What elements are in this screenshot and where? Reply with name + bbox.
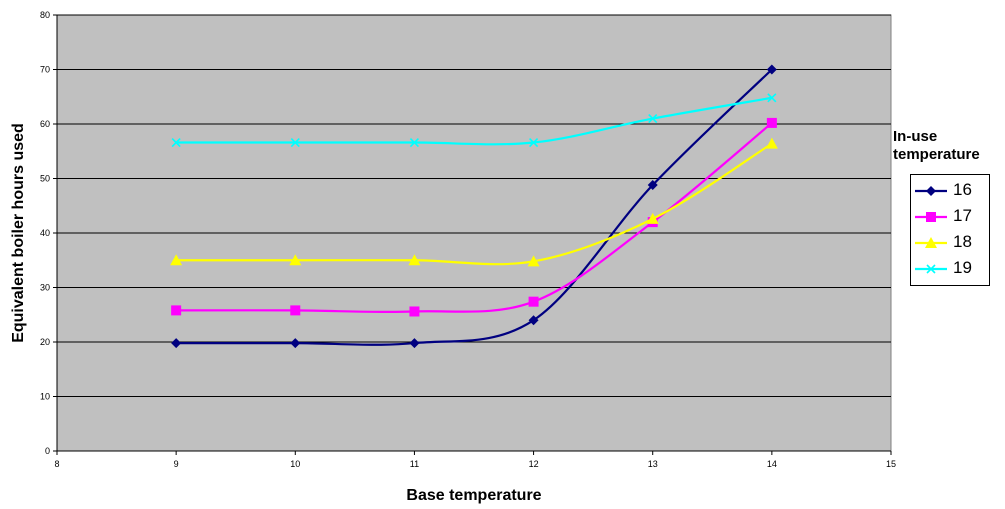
y-tick-label: 50 xyxy=(40,174,50,184)
x-axis-title: Base temperature xyxy=(406,487,541,504)
x-tick-label: 9 xyxy=(174,459,179,469)
legend-title: In-use temperature xyxy=(893,128,1005,164)
y-axis-title: Equivalent boiler hours used xyxy=(10,123,27,343)
data-point xyxy=(527,255,540,267)
y-tick-label: 80 xyxy=(40,10,50,20)
data-point xyxy=(290,137,300,148)
data-point xyxy=(766,117,777,128)
series-line xyxy=(176,96,773,146)
x-tick-label: 14 xyxy=(767,459,777,469)
y-tick-label: 70 xyxy=(40,65,50,75)
data-point xyxy=(409,338,420,349)
legend: 16 17 18 19 xyxy=(910,174,990,286)
data-point xyxy=(170,254,183,266)
y-tick-label: 0 xyxy=(45,446,50,456)
data-point xyxy=(289,254,302,266)
legend-marker xyxy=(925,237,937,248)
x-tick-label: 8 xyxy=(54,459,59,469)
y-tick-label: 30 xyxy=(40,283,50,293)
data-point xyxy=(408,254,421,266)
series-line xyxy=(176,142,773,266)
x-tick-label: 11 xyxy=(410,459,419,469)
data-point xyxy=(648,113,658,124)
data-point xyxy=(171,305,182,316)
legend-marker xyxy=(926,212,936,222)
legend-label: 18 xyxy=(953,232,972,251)
data-point xyxy=(171,338,182,349)
data-point xyxy=(647,180,658,191)
legend-label: 16 xyxy=(953,180,972,199)
data-point xyxy=(171,137,181,148)
legend-marker xyxy=(926,186,936,196)
legend-item-16: 16 xyxy=(913,179,989,203)
x-tick-label: 15 xyxy=(886,459,896,469)
data-point xyxy=(766,64,777,75)
y-tick-label: 10 xyxy=(40,392,50,402)
data-point xyxy=(409,137,419,148)
legend-swatch xyxy=(915,264,947,274)
data-point xyxy=(528,296,539,307)
data-point xyxy=(290,305,301,316)
legend-title-text: In-use temperature xyxy=(893,128,980,163)
legend-swatch xyxy=(915,212,947,222)
data-point xyxy=(646,212,659,224)
data-point xyxy=(409,306,420,317)
series-18 xyxy=(170,137,778,267)
y-tick-label: 60 xyxy=(40,119,50,129)
data-point xyxy=(528,315,539,326)
data-point xyxy=(765,137,778,149)
y-tick-label: 20 xyxy=(40,337,50,347)
legend-item-18: 18 xyxy=(913,231,989,255)
data-point xyxy=(767,93,777,103)
legend-label: 19 xyxy=(953,258,972,277)
series-19 xyxy=(171,93,777,148)
y-tick-label: 40 xyxy=(40,228,50,238)
legend-label: 17 xyxy=(953,206,972,225)
legend-item-19: 19 xyxy=(913,257,989,281)
data-point xyxy=(529,137,539,148)
x-tick-label: 12 xyxy=(529,459,539,469)
legend-swatch xyxy=(915,186,947,196)
legend-swatch xyxy=(915,237,947,248)
x-tick-label: 10 xyxy=(290,459,300,469)
x-tick-label: 13 xyxy=(648,459,658,469)
series-layer xyxy=(170,64,778,349)
data-point xyxy=(290,338,301,349)
legend-item-17: 17 xyxy=(913,205,989,229)
series-16 xyxy=(171,64,777,349)
axes: 0 10 20 30 40 50 60 70 80 8 9 10 11 12 13 14 15 xyxy=(40,10,896,469)
legend-marker xyxy=(926,264,936,274)
